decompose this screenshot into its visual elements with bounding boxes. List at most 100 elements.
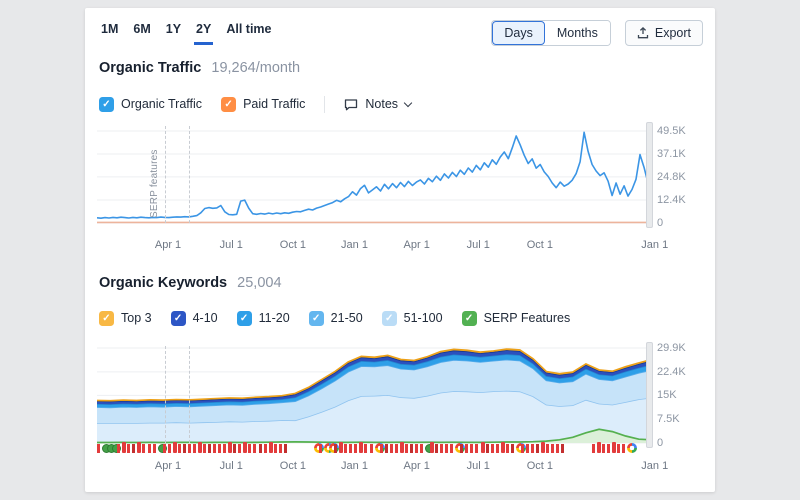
note-marker[interactable] bbox=[142, 444, 146, 453]
note-marker[interactable] bbox=[334, 444, 338, 453]
note-marker[interactable] bbox=[273, 444, 277, 453]
green-note-icon[interactable] bbox=[157, 444, 167, 453]
note-marker[interactable] bbox=[122, 442, 127, 453]
note-marker[interactable] bbox=[475, 444, 479, 453]
note-marker[interactable] bbox=[551, 444, 555, 453]
note-marker[interactable] bbox=[525, 444, 529, 453]
note-marker[interactable] bbox=[147, 444, 151, 453]
note-marker[interactable] bbox=[490, 444, 494, 453]
note-marker[interactable] bbox=[505, 444, 509, 453]
note-marker[interactable] bbox=[510, 444, 514, 453]
keywords-legend-item-top-3[interactable]: ✓ Top 3 bbox=[99, 310, 152, 326]
note-marker[interactable] bbox=[480, 442, 485, 453]
note-marker[interactable] bbox=[530, 444, 534, 453]
note-marker[interactable] bbox=[616, 444, 620, 453]
note-marker[interactable] bbox=[460, 444, 464, 453]
note-marker[interactable] bbox=[203, 444, 206, 453]
note-marker[interactable] bbox=[248, 444, 252, 453]
note-marker[interactable] bbox=[384, 444, 388, 453]
note-marker[interactable] bbox=[556, 444, 560, 453]
note-marker[interactable] bbox=[223, 444, 227, 453]
google-update-icon[interactable] bbox=[626, 443, 637, 453]
note-marker[interactable] bbox=[561, 444, 565, 453]
note-marker[interactable] bbox=[152, 444, 156, 453]
note-marker[interactable] bbox=[601, 444, 605, 453]
note-marker[interactable] bbox=[344, 444, 348, 453]
note-marker[interactable] bbox=[97, 444, 100, 453]
note-marker[interactable] bbox=[278, 444, 282, 453]
note-marker[interactable] bbox=[409, 444, 413, 453]
note-marker[interactable] bbox=[258, 444, 262, 453]
note-marker[interactable] bbox=[354, 444, 358, 453]
note-marker[interactable] bbox=[117, 444, 121, 453]
note-marker[interactable] bbox=[379, 444, 383, 453]
note-marker[interactable] bbox=[127, 444, 131, 453]
note-marker[interactable] bbox=[414, 444, 418, 453]
granularity-months[interactable]: Months bbox=[544, 21, 610, 45]
note-marker[interactable] bbox=[465, 444, 469, 453]
note-marker[interactable] bbox=[162, 444, 166, 453]
keywords-legend-item-21-50[interactable]: ✓ 21-50 bbox=[308, 310, 363, 326]
note-marker[interactable] bbox=[394, 444, 398, 453]
note-marker[interactable] bbox=[546, 444, 549, 453]
period-tab-all-time[interactable]: All time bbox=[226, 22, 272, 36]
granularity-days[interactable]: Days bbox=[492, 21, 545, 45]
note-marker[interactable] bbox=[520, 444, 524, 453]
traffic-legend-item-paid-traffic[interactable]: ✓ Paid Traffic bbox=[221, 96, 305, 112]
note-marker[interactable] bbox=[606, 444, 610, 453]
note-marker[interactable] bbox=[228, 442, 233, 453]
note-marker[interactable] bbox=[177, 444, 181, 453]
note-marker[interactable] bbox=[596, 442, 601, 453]
note-marker[interactable] bbox=[536, 444, 539, 453]
note-marker[interactable] bbox=[349, 444, 353, 453]
note-marker[interactable] bbox=[243, 442, 248, 453]
note-marker[interactable] bbox=[187, 444, 191, 453]
note-marker[interactable] bbox=[339, 442, 344, 453]
note-marker[interactable] bbox=[268, 442, 273, 453]
note-marker[interactable] bbox=[364, 444, 368, 453]
note-marker[interactable] bbox=[137, 442, 142, 453]
note-marker[interactable] bbox=[182, 444, 186, 453]
note-marker[interactable] bbox=[430, 442, 434, 453]
green-note-icon[interactable] bbox=[112, 444, 122, 453]
note-marker[interactable] bbox=[495, 444, 499, 453]
note-marker[interactable] bbox=[283, 444, 287, 453]
note-marker[interactable] bbox=[445, 444, 449, 453]
export-button[interactable]: Export bbox=[624, 20, 703, 46]
note-marker[interactable] bbox=[621, 444, 625, 453]
chart-range-handle[interactable] bbox=[646, 122, 653, 228]
note-marker[interactable] bbox=[440, 444, 444, 453]
note-marker[interactable] bbox=[359, 442, 364, 453]
note-marker[interactable] bbox=[369, 444, 373, 453]
note-marker[interactable] bbox=[172, 442, 177, 453]
note-marker[interactable] bbox=[238, 444, 242, 453]
note-marker[interactable] bbox=[419, 444, 423, 453]
note-marker[interactable] bbox=[167, 444, 171, 453]
notes-button[interactable]: Notes bbox=[344, 97, 413, 111]
note-marker[interactable] bbox=[591, 444, 595, 453]
note-marker[interactable] bbox=[485, 444, 489, 453]
period-tab-1m[interactable]: 1M bbox=[101, 22, 119, 36]
period-tab-2y[interactable]: 2Y bbox=[194, 19, 214, 45]
note-marker[interactable] bbox=[218, 444, 222, 453]
note-marker[interactable] bbox=[470, 444, 474, 453]
note-marker[interactable] bbox=[213, 444, 216, 453]
keywords-legend-item-4-10[interactable]: ✓ 4-10 bbox=[170, 310, 218, 326]
period-tab-1y[interactable]: 1Y bbox=[165, 22, 182, 36]
note-marker[interactable] bbox=[500, 442, 505, 453]
note-marker[interactable] bbox=[389, 444, 393, 453]
note-marker[interactable] bbox=[208, 444, 211, 453]
keywords-legend-item-serp-features[interactable]: ✓ SERP Features bbox=[461, 310, 570, 326]
note-marker[interactable] bbox=[253, 444, 257, 453]
period-tab-6m[interactable]: 6M bbox=[133, 22, 151, 36]
google-update-icon[interactable] bbox=[324, 443, 334, 453]
note-marker[interactable] bbox=[435, 444, 438, 453]
keywords-legend-item-11-20[interactable]: ✓ 11-20 bbox=[236, 310, 290, 326]
google-update-icon[interactable] bbox=[455, 443, 466, 453]
note-marker[interactable] bbox=[132, 444, 136, 453]
organic-keywords-chart[interactable] bbox=[97, 342, 653, 453]
traffic-legend-item-organic-traffic[interactable]: ✓ Organic Traffic bbox=[99, 96, 202, 112]
organic-traffic-chart[interactable]: SERP features bbox=[97, 122, 653, 228]
note-marker[interactable] bbox=[611, 442, 616, 453]
note-marker[interactable] bbox=[319, 444, 322, 453]
